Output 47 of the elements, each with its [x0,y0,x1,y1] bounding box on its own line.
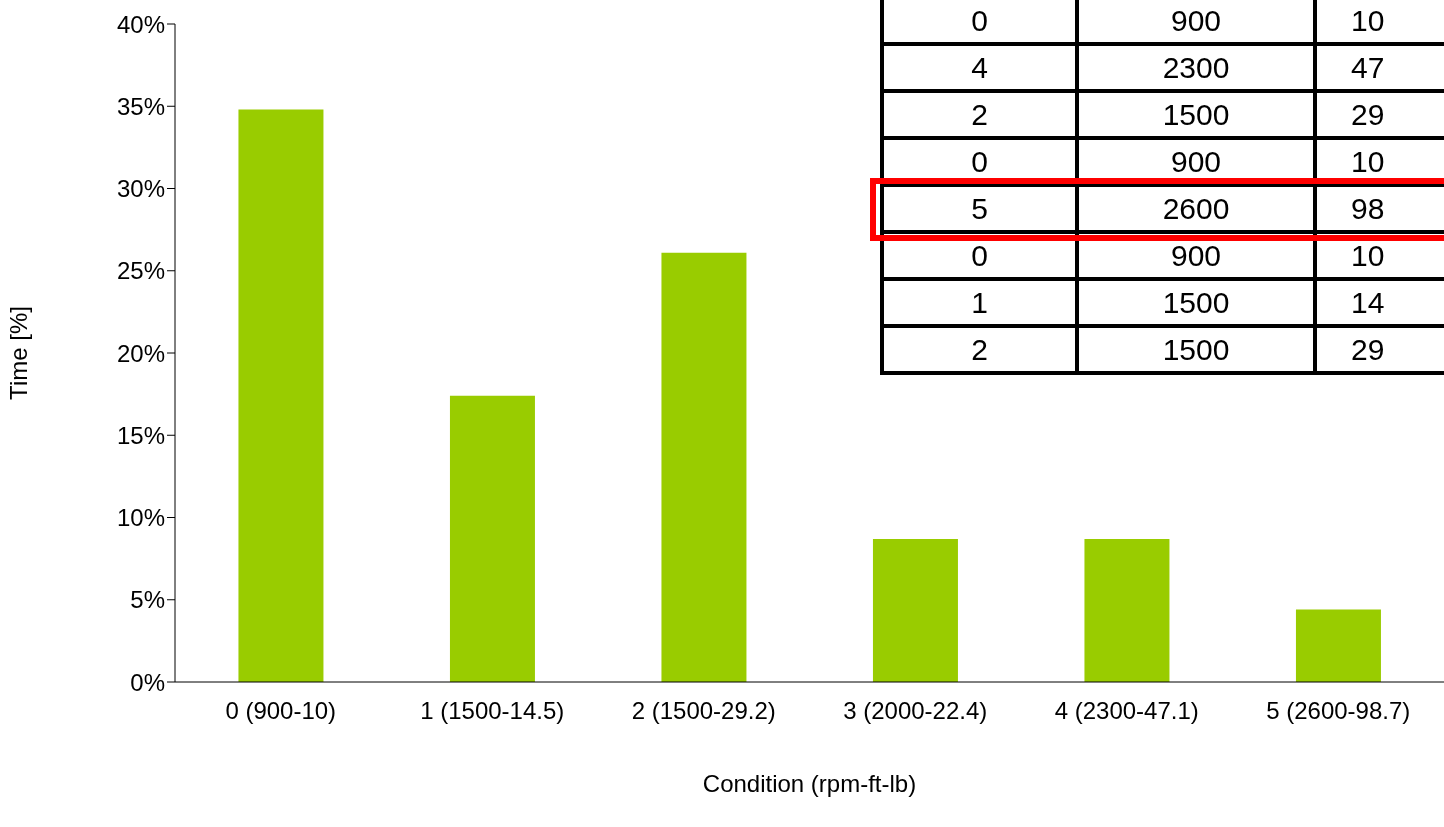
annotation: 900 [1169,237,1223,274]
y-tick-label: 30% [116,175,165,203]
annotation: 1 [970,284,989,321]
annotation: 98 [1350,190,1386,227]
bar [872,538,958,682]
y-axis-title: Time [%] [4,306,32,400]
y-tick-label: 35% [116,92,165,120]
y-tick-label: 25% [116,257,165,285]
annotation: 10 [1350,2,1386,39]
annotation: 2600 [1161,190,1231,227]
annotation: 4 [970,49,989,86]
annotation: 2300 [1161,49,1231,86]
annotation: 29 [1350,331,1386,368]
bar [449,395,535,682]
annotation: 10 [1350,237,1386,274]
y-tick-label: 0% [130,668,165,696]
annotation: 900 [1169,2,1223,39]
annotation: 1500 [1161,96,1231,133]
x-tick-label: 4 (2300-47.1) [1054,697,1199,725]
x-tick-label: 3 (2000-22.4) [843,697,988,725]
bar [1295,609,1381,682]
annotation: 10 [1350,143,1386,180]
x-tick-label: 2 (1500-29.2) [631,697,776,725]
x-axis-title: Condition (rpm-ft-lb) [702,770,917,797]
bar [238,109,324,682]
y-tick-label: 10% [116,504,165,532]
annotation: 14 [1350,284,1386,321]
y-tick-label: 40% [116,10,165,38]
annotation: 0 [970,2,989,39]
annotation: 5 [970,190,989,227]
annotation: 2 [970,96,989,133]
x-tick-label: 5 (2600-98.7) [1266,697,1411,725]
y-tick-label: 20% [116,339,165,367]
bar [661,252,747,682]
annotation: 29 [1350,96,1386,133]
annotation: 900 [1169,143,1223,180]
annotation: 0 [970,237,989,274]
annotation: 2 [970,331,989,368]
bar [1084,538,1170,682]
annotation: 47 [1350,49,1386,86]
annotation: 0 [970,143,989,180]
y-tick-label: 15% [116,421,165,449]
annotation: 1500 [1161,284,1231,321]
annotation: 1500 [1161,331,1231,368]
x-tick-label: 1 (1500-14.5) [420,697,565,725]
y-tick-label: 5% [130,586,165,614]
x-tick-label: 0 (900-10) [225,697,337,725]
